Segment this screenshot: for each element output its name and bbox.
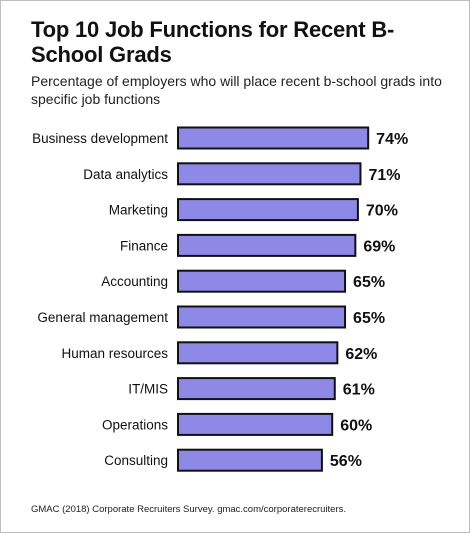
bar: [177, 412, 334, 436]
bar: [177, 305, 347, 329]
source-note: GMAC (2018) Corporate Recruiters Survey.…: [31, 504, 347, 515]
bar: [177, 198, 359, 222]
category-label: Accounting: [101, 274, 168, 289]
value-label: 61%: [343, 382, 375, 399]
category-label: Consulting: [104, 453, 168, 468]
category-label: Human resources: [61, 346, 168, 361]
value-label: 71%: [368, 167, 400, 184]
category-label: Marketing: [109, 203, 168, 218]
value-label: 56%: [330, 453, 362, 470]
bar: [177, 341, 339, 365]
bar: [177, 162, 362, 186]
value-label: 60%: [340, 417, 372, 434]
value-label: 65%: [353, 310, 385, 327]
bar: [177, 233, 357, 257]
bar: [177, 448, 323, 472]
category-label: Finance: [120, 238, 168, 253]
category-label: General management: [37, 310, 168, 325]
value-label: 65%: [353, 274, 385, 291]
chart-subtitle: Percentage of employers who will place r…: [31, 73, 442, 107]
value-label: 62%: [345, 346, 377, 363]
value-label: 70%: [366, 203, 398, 220]
category-label: IT/MIS: [128, 382, 168, 397]
value-label: 74%: [376, 131, 408, 148]
value-label: 69%: [363, 238, 395, 255]
bar: [177, 377, 336, 401]
category-label: Data analytics: [83, 167, 168, 182]
chart-title: Top 10 Job Functions for Recent B-School…: [31, 17, 395, 67]
bar: [177, 126, 370, 150]
category-label: Operations: [102, 417, 168, 432]
bar: [177, 269, 347, 293]
category-label: Business development: [32, 131, 168, 146]
